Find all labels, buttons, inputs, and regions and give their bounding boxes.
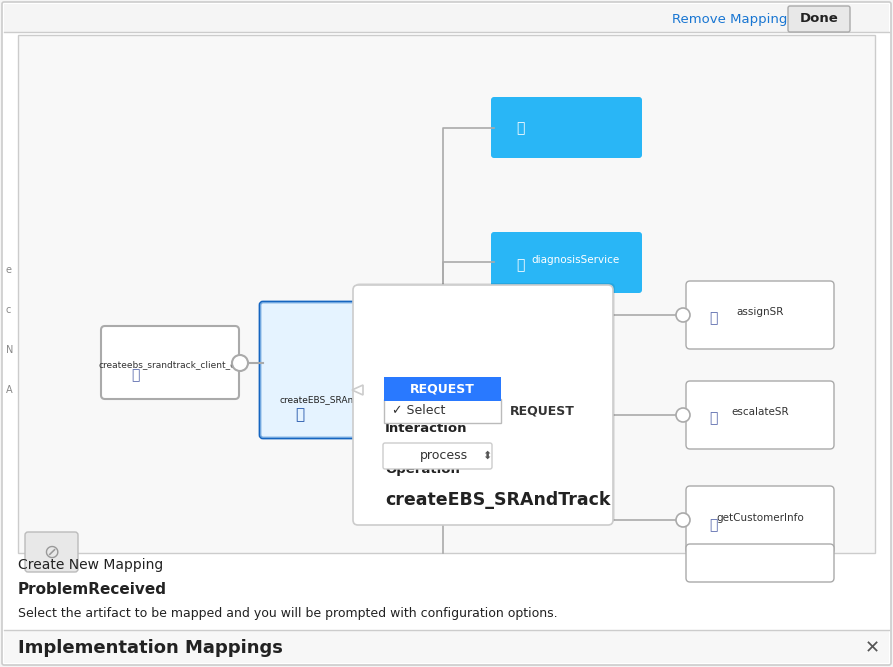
Text: escalateSR: escalateSR — [731, 407, 789, 417]
FancyBboxPatch shape — [493, 387, 609, 443]
Text: Implementation Mappings: Implementation Mappings — [18, 639, 283, 657]
Text: e: e — [6, 265, 12, 275]
Circle shape — [676, 513, 690, 527]
Text: createEBS_SRAnd: createEBS_SRAnd — [280, 396, 360, 404]
FancyBboxPatch shape — [491, 97, 642, 158]
Text: A: A — [6, 385, 13, 395]
Text: Remove Mapping: Remove Mapping — [672, 13, 788, 25]
Circle shape — [676, 408, 690, 422]
Text: REQUEST: REQUEST — [410, 382, 474, 396]
FancyBboxPatch shape — [4, 630, 889, 663]
FancyBboxPatch shape — [686, 544, 834, 582]
Text: 👥: 👥 — [709, 411, 717, 425]
Text: 👥: 👥 — [709, 311, 717, 325]
Text: diagnosisService: diagnosisService — [530, 255, 619, 265]
FancyBboxPatch shape — [686, 381, 834, 449]
Text: ✓ Select: ✓ Select — [392, 404, 446, 418]
FancyBboxPatch shape — [353, 285, 613, 525]
Text: Create New Mapping: Create New Mapping — [18, 558, 163, 572]
Text: process: process — [420, 450, 468, 462]
FancyBboxPatch shape — [788, 6, 850, 32]
Text: N: N — [6, 345, 13, 355]
Text: getCustomerInfo: getCustomerInfo — [716, 513, 804, 523]
FancyBboxPatch shape — [355, 283, 615, 523]
FancyBboxPatch shape — [260, 302, 381, 438]
Text: 👥: 👥 — [516, 258, 524, 272]
Text: Select the artifact to be mapped and you will be prompted with configuration opt: Select the artifact to be mapped and you… — [18, 608, 557, 620]
Text: Done: Done — [799, 13, 839, 25]
Text: REQUEST: REQUEST — [522, 410, 580, 420]
FancyBboxPatch shape — [4, 4, 889, 32]
Text: 👥: 👥 — [709, 518, 717, 532]
Text: REQUEST: REQUEST — [510, 404, 575, 418]
Text: createEBS_SRAndTrack: createEBS_SRAndTrack — [385, 491, 611, 509]
FancyBboxPatch shape — [686, 281, 834, 349]
Polygon shape — [352, 385, 363, 395]
Text: ⬍: ⬍ — [482, 451, 492, 461]
FancyBboxPatch shape — [101, 326, 239, 399]
Text: 👥: 👥 — [296, 408, 305, 422]
Circle shape — [676, 308, 690, 322]
Text: Interaction: Interaction — [385, 422, 468, 434]
Text: c: c — [6, 305, 12, 315]
FancyBboxPatch shape — [25, 532, 78, 572]
Text: ⊘: ⊘ — [43, 542, 59, 562]
Circle shape — [232, 355, 248, 371]
Text: createebs_srandtrack_client_ep: createebs_srandtrack_client_ep — [98, 360, 242, 370]
FancyBboxPatch shape — [260, 302, 381, 438]
FancyBboxPatch shape — [18, 35, 875, 553]
Text: assignSR: assignSR — [737, 307, 784, 317]
Text: Operation: Operation — [385, 464, 460, 476]
FancyBboxPatch shape — [491, 232, 642, 293]
Text: 👥: 👥 — [516, 121, 524, 135]
Text: ✕: ✕ — [864, 639, 880, 657]
FancyBboxPatch shape — [383, 443, 492, 469]
Text: 👥: 👥 — [130, 368, 139, 382]
FancyBboxPatch shape — [384, 377, 501, 401]
FancyBboxPatch shape — [384, 399, 501, 423]
FancyBboxPatch shape — [686, 486, 834, 554]
Text: ProblemReceived: ProblemReceived — [18, 582, 167, 598]
